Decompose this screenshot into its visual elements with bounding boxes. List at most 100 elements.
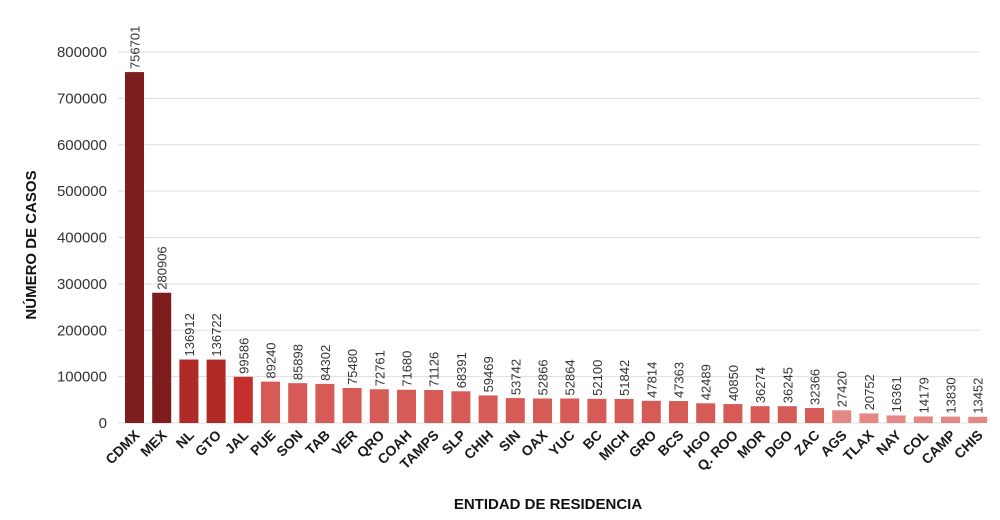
- data-label: 42489: [699, 364, 714, 400]
- x-tick-label: GTO: [192, 427, 225, 460]
- data-labels: 756701 280906 136912 136722 99586 89240 85898 8…: [128, 26, 986, 414]
- bar: [560, 398, 580, 423]
- bars: [125, 72, 988, 424]
- bar: [233, 376, 253, 423]
- data-label: 89240: [264, 342, 279, 378]
- bar: [696, 403, 716, 423]
- data-label: 84302: [318, 345, 333, 381]
- bar: [342, 387, 362, 423]
- bar: [152, 292, 172, 423]
- y-tick-label: 800000: [57, 44, 107, 61]
- x-tick-label: CHIH: [461, 427, 497, 463]
- data-label: 52866: [536, 359, 551, 395]
- bar: [941, 416, 960, 423]
- bar: [614, 398, 634, 423]
- y-tick-label: 100000: [57, 369, 107, 386]
- bar: [587, 398, 607, 423]
- data-label: 53742: [508, 359, 523, 395]
- data-label: 27420: [835, 371, 850, 407]
- data-label: 136912: [182, 313, 197, 356]
- data-label: 16361: [889, 376, 904, 412]
- y-tick-label: 700000: [57, 90, 107, 107]
- bar: [424, 390, 444, 423]
- y-axis-ticks: 0 100000 200000 300000 400000 500000 600000 700…: [57, 44, 107, 432]
- x-tick-label: VER: [329, 427, 361, 459]
- y-tick-label: 600000: [57, 137, 107, 154]
- x-tick-label: MICH: [596, 427, 633, 464]
- data-label: 136722: [209, 313, 224, 356]
- bar: [641, 400, 661, 423]
- x-tick-label: NAY: [873, 426, 905, 458]
- data-label: 32366: [808, 369, 823, 405]
- x-tick-label: TLAX: [840, 426, 878, 464]
- data-label: 13452: [971, 378, 986, 414]
- bar: [206, 359, 226, 423]
- bar: [288, 383, 308, 423]
- data-label: 20752: [862, 374, 877, 410]
- bar: [832, 410, 852, 423]
- bar: [125, 72, 144, 424]
- data-label: 51842: [617, 360, 632, 396]
- bar: [505, 398, 525, 423]
- bar: [451, 391, 471, 423]
- bar: [968, 416, 988, 423]
- bar: [805, 407, 824, 423]
- data-label: 52100: [590, 360, 605, 396]
- x-tick-label: CDMX: [102, 426, 143, 467]
- data-label: 99586: [236, 338, 251, 374]
- bar: [179, 359, 199, 423]
- x-tick-label: JAL: [221, 426, 251, 456]
- gridlines: [118, 51, 980, 424]
- data-label: 72761: [372, 350, 387, 386]
- data-label: 71126: [427, 352, 442, 387]
- data-label: 40850: [726, 365, 741, 401]
- bar: [369, 389, 389, 423]
- data-label: 75480: [345, 349, 360, 385]
- bar: [478, 395, 498, 423]
- data-label: 85898: [291, 344, 306, 380]
- x-tick-label: TAB: [302, 427, 333, 458]
- x-tick-label: GRO: [626, 427, 660, 461]
- data-label: 280906: [155, 246, 170, 289]
- bar: [723, 404, 743, 423]
- x-tick-label: SON: [273, 427, 306, 460]
- y-tick-label: 400000: [57, 230, 107, 247]
- bar: [669, 401, 688, 423]
- x-tick-label: DGO: [762, 427, 796, 461]
- data-label: 68391: [454, 352, 469, 388]
- bar: [750, 406, 770, 423]
- x-tick-label: ZAC: [791, 427, 823, 459]
- bar: [913, 416, 933, 423]
- x-tick-label: MOR: [734, 427, 768, 461]
- x-tick-label: CHIS: [951, 427, 986, 462]
- x-tick-label: PUE: [247, 427, 279, 459]
- y-tick-label: 200000: [57, 322, 107, 339]
- bar: [886, 415, 906, 423]
- data-label: 71680: [400, 351, 415, 387]
- data-label: 47363: [672, 362, 687, 398]
- bar: [397, 389, 416, 423]
- bar: [261, 381, 280, 423]
- x-tick-label: OAX: [518, 426, 551, 459]
- x-tick-label: BCS: [654, 427, 686, 459]
- data-label: 14179: [916, 377, 931, 413]
- data-label: 36245: [780, 367, 795, 403]
- data-label: 756701: [128, 26, 143, 69]
- bar: [315, 383, 335, 423]
- data-label: 36274: [753, 367, 768, 403]
- data-label: 13830: [944, 377, 959, 413]
- data-label: 47814: [644, 362, 659, 398]
- data-label: 59469: [481, 356, 496, 392]
- bar: [777, 406, 797, 423]
- y-tick-label: 0: [99, 415, 107, 432]
- y-axis-title: NÚMERO DE CASOS: [22, 170, 40, 319]
- y-tick-label: 300000: [57, 276, 107, 293]
- data-label: 52864: [563, 359, 578, 395]
- x-tick-label: YUC: [546, 427, 578, 459]
- y-tick-label: 500000: [57, 183, 107, 200]
- bar: [533, 398, 552, 423]
- x-axis-title: ENTIDAD DE RESIDENCIA: [454, 496, 643, 513]
- bar: [859, 413, 879, 423]
